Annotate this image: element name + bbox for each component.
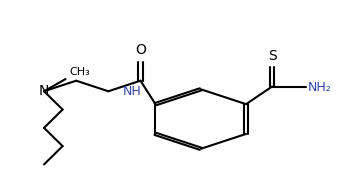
Text: N: N [39,84,49,98]
Text: S: S [268,49,276,63]
Text: CH₃: CH₃ [69,67,90,77]
Text: NH: NH [122,85,141,98]
Text: O: O [135,43,146,57]
Text: NH₂: NH₂ [308,81,331,94]
